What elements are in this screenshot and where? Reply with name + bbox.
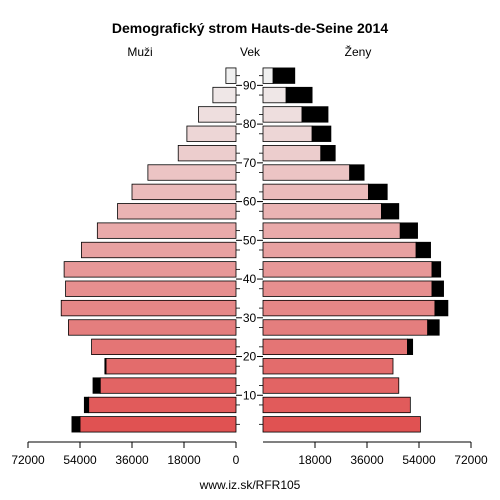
male-bar-5-9	[88, 396, 237, 414]
male-bar-55-59	[117, 203, 237, 220]
female-bar-20-24	[262, 338, 408, 355]
female-bar-25-29	[262, 319, 429, 336]
age-label: Vek	[240, 45, 261, 59]
male-bar-45-49	[81, 241, 237, 259]
male-bar-65-69	[147, 164, 237, 181]
x-tick-label: 72000	[11, 453, 45, 467]
x-tick-label: 18000	[298, 453, 332, 467]
x-tick-label: 54000	[402, 453, 436, 467]
x-tick-label: 72000	[454, 453, 488, 467]
male-bar-35-39	[65, 280, 237, 297]
female-excess-20-24	[407, 338, 414, 355]
female-bar-10-14	[262, 377, 400, 394]
female-excess-35-39	[431, 280, 444, 297]
males-label: Muži	[127, 45, 152, 59]
female-excess-90+	[272, 67, 296, 84]
female-excess-80-84	[301, 106, 329, 123]
male-bar-20-24	[91, 338, 237, 355]
x-tick-label: 36000	[115, 453, 149, 467]
male-bar-40-44	[63, 261, 237, 278]
female-excess-75-79	[311, 125, 332, 142]
male-bar-60-64	[131, 183, 237, 201]
x-tick-label: 36000	[350, 453, 384, 467]
female-bar-30-34	[262, 299, 436, 317]
female-bar-85-89	[262, 86, 287, 104]
age-tick-label: 20	[243, 350, 257, 364]
female-excess-85-89	[285, 86, 313, 104]
male-bar-50-54	[96, 222, 237, 239]
female-excess-60-64	[368, 183, 388, 201]
age-tick-label: 60	[243, 195, 257, 209]
male-bar-90+	[225, 67, 237, 84]
female-excess-50-54	[399, 222, 418, 239]
female-bar-80-84	[262, 106, 303, 123]
chart-title: Demografický strom Hauts-de-Seine 2014	[112, 20, 388, 36]
male-bar-85-89	[212, 86, 237, 104]
female-bar-90+	[262, 67, 274, 84]
age-tick-label: 70	[243, 156, 257, 170]
female-bar-45-49	[262, 241, 417, 259]
male-excess-10-14	[92, 377, 101, 394]
female-bar-40-44	[262, 261, 433, 278]
age-tick-label: 90	[243, 78, 257, 92]
x-tick-label: 18000	[167, 453, 201, 467]
age-tick-label: 10	[243, 388, 257, 402]
female-bar-0-4	[262, 416, 421, 433]
male-bar-10-14	[99, 377, 237, 394]
age-tick-label: 80	[243, 117, 257, 131]
male-excess-15-19	[104, 358, 107, 375]
male-bar-0-4	[79, 416, 237, 433]
female-excess-25-29	[427, 319, 440, 336]
age-tick-label: 30	[243, 311, 257, 325]
female-bar-50-54	[262, 222, 401, 239]
male-bar-15-19	[105, 358, 237, 375]
male-excess-0-4	[71, 416, 81, 433]
female-bar-60-64	[262, 183, 369, 201]
axes-group: 72000 54000 36000 18000 0 18000 36000 54000 7200…	[11, 75, 488, 467]
female-excess-45-49	[415, 241, 431, 259]
female-excess-55-59	[381, 203, 400, 220]
age-tick-label: 40	[243, 272, 257, 286]
x-tick-label: 0	[233, 453, 240, 467]
x-tick-label: 54000	[63, 453, 97, 467]
male-bar-30-34	[60, 299, 237, 317]
female-bar-70-74	[262, 145, 322, 162]
male-excess-5-9	[83, 396, 90, 414]
source-text: www.iz.sk/RFR105	[199, 478, 301, 492]
female-bar-75-79	[262, 125, 313, 142]
female-bar-15-19	[262, 358, 394, 375]
female-excess-30-34	[434, 299, 449, 317]
bars-group	[60, 67, 449, 433]
female-bar-55-59	[262, 203, 382, 220]
female-bar-65-69	[262, 164, 351, 181]
female-bar-35-39	[262, 280, 433, 297]
male-bar-75-79	[186, 125, 237, 142]
male-bar-25-29	[68, 319, 237, 336]
male-bar-70-74	[177, 145, 237, 162]
female-excess-65-69	[349, 164, 365, 181]
age-tick-label: 50	[243, 233, 257, 247]
female-excess-70-74	[320, 145, 336, 162]
male-bar-80-84	[198, 106, 237, 123]
females-label: Ženy	[345, 44, 372, 59]
female-excess-40-44	[431, 261, 442, 278]
female-bar-5-9	[262, 396, 411, 414]
